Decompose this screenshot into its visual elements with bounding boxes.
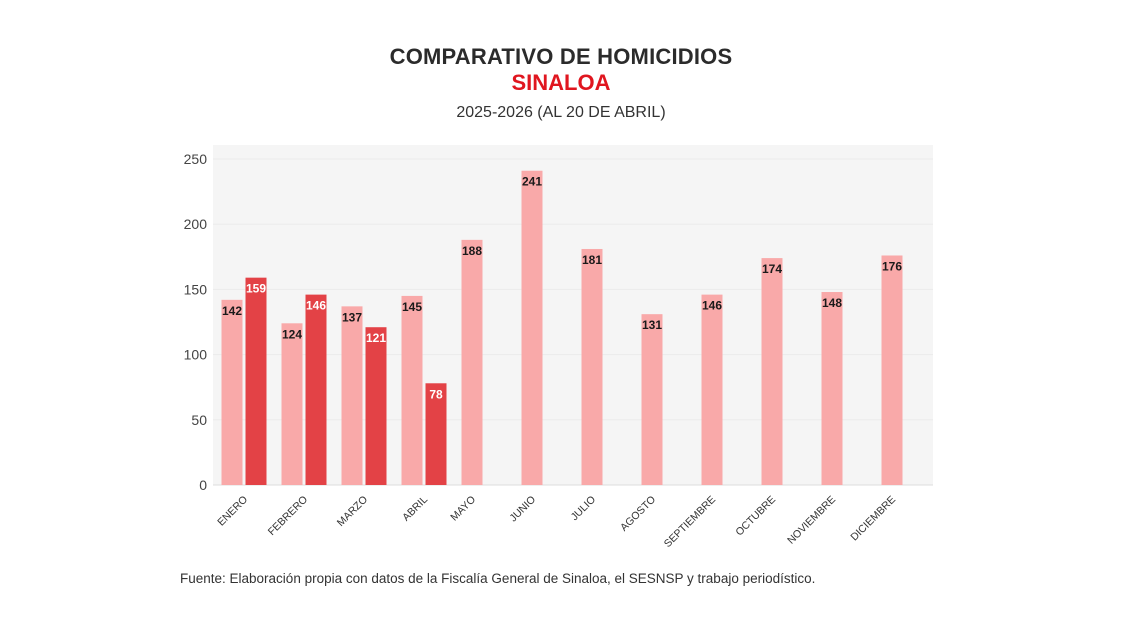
data-label: 146 <box>702 299 722 313</box>
bar-2025-septiembre <box>701 294 723 485</box>
x-axis-ticks: ENERO FEBRERO MARZO ABRIL MAYO JUNIO JULIO AGOS… <box>215 494 898 550</box>
data-label: 124 <box>282 327 302 341</box>
data-label: 181 <box>582 253 602 267</box>
x-tick-label: JUNIO <box>507 494 538 525</box>
y-tick-label: 150 <box>184 281 208 297</box>
x-tick-label: MARZO <box>335 494 370 529</box>
y-tick-label: 250 <box>184 151 208 167</box>
bar-2025-diciembre <box>881 255 903 485</box>
chart-subtitle: SINALOA <box>511 70 611 95</box>
x-tick-label: FEBRERO <box>266 494 310 538</box>
data-label: 159 <box>246 282 266 296</box>
y-tick-label: 100 <box>184 347 208 363</box>
x-tick-label: NOVIEMBRE <box>785 494 838 547</box>
data-label: 131 <box>642 318 662 332</box>
bar-2025-junio <box>521 170 543 485</box>
bars <box>221 170 903 485</box>
data-label: 121 <box>366 331 386 345</box>
data-label: 148 <box>822 296 842 310</box>
bar-2026-febrero <box>305 294 327 485</box>
y-tick-label: 0 <box>199 477 207 493</box>
data-label: 137 <box>342 310 362 324</box>
y-axis-ticks: 0 50 100 150 200 250 <box>184 151 208 493</box>
chart-period: 2025-2026 (AL 20 DE ABRIL) <box>456 104 666 121</box>
chart-title: COMPARATIVO DE HOMICIDIOS <box>389 44 733 69</box>
data-label: 241 <box>522 175 542 189</box>
bar-2025-agosto <box>641 314 663 485</box>
x-tick-label: DICIEMBRE <box>848 494 898 544</box>
bar-2025-febrero <box>281 323 303 485</box>
bar-2025-enero <box>221 299 243 485</box>
x-tick-label: OCTUBRE <box>733 494 778 539</box>
plot-area <box>213 145 933 485</box>
x-tick-label: AGOSTO <box>618 494 658 534</box>
data-label: 188 <box>462 244 482 258</box>
data-label: 174 <box>762 262 782 276</box>
bar-2026-enero <box>245 277 267 485</box>
data-label: 142 <box>222 304 242 318</box>
data-label: 145 <box>402 300 422 314</box>
bar-2025-noviembre <box>821 292 843 485</box>
x-tick-label: ENERO <box>215 494 250 529</box>
y-tick-label: 200 <box>184 216 208 232</box>
bar-2025-marzo <box>341 306 363 485</box>
data-label: 146 <box>306 299 326 313</box>
source-note: Fuente: Elaboración propia con datos de … <box>180 571 816 586</box>
data-labels: 142 159 124 146 137 121 145 78 188 241 181 131 146 17… <box>222 175 902 402</box>
x-tick-label: MAYO <box>448 494 478 524</box>
bar-2025-octubre <box>761 258 783 485</box>
x-tick-label: JULIO <box>569 494 599 524</box>
x-tick-label: SEPTIEMBRE <box>662 494 718 550</box>
bar-2025-abril <box>401 295 423 485</box>
y-tick-label: 50 <box>191 412 207 428</box>
bar-2026-marzo <box>365 327 387 485</box>
bar-2025-mayo <box>461 239 483 485</box>
gridlines <box>213 158 933 486</box>
bar-2026-abril <box>425 383 447 485</box>
bar-2025-julio <box>581 248 603 485</box>
x-tick-label: ABRIL <box>400 494 430 524</box>
data-label: 176 <box>882 259 902 273</box>
data-label: 78 <box>429 387 443 401</box>
